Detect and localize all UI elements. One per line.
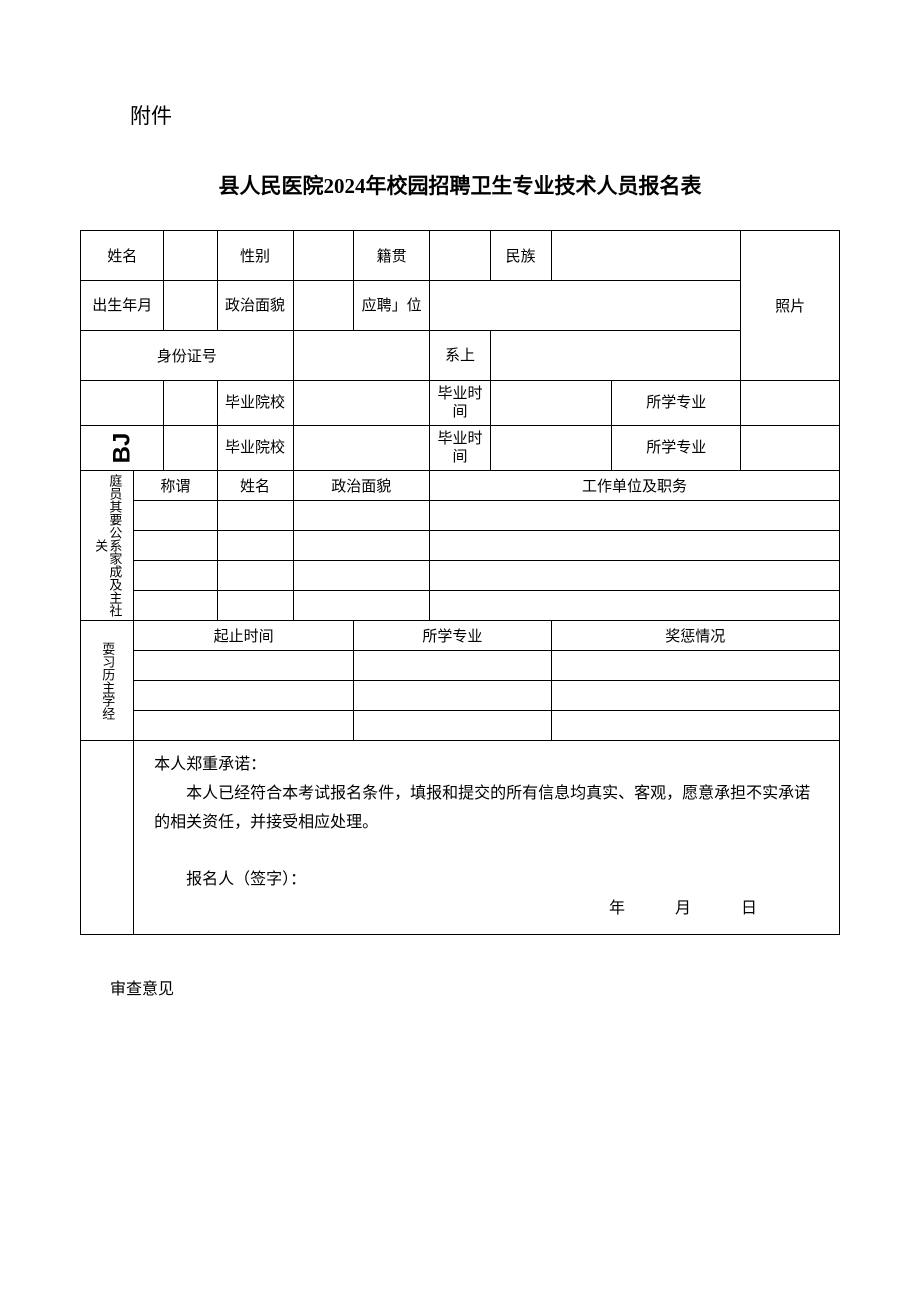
label-major2: 所学专业 [612,426,741,471]
study-row1-period[interactable] [134,651,354,681]
label-name: 姓名 [81,231,164,281]
family-row2-relation[interactable] [134,531,217,561]
input-applied-position[interactable] [430,281,741,331]
label-grad-school2: 毕业院校 [217,426,293,471]
pledge-title: 本人郑重承诺： [154,751,819,780]
study-row3-period[interactable] [134,711,354,741]
input-name[interactable] [164,231,217,281]
label-applied-position: 应聘」位 [354,281,430,331]
family-row1-political[interactable] [293,501,430,531]
pledge-content: 本人郑重承诺： 本人已经符合本考试报名条件，填报和提交的所有信息均真实、客观，愿… [134,741,840,935]
study-row1-major[interactable] [354,651,551,681]
family-row3-name[interactable] [217,561,293,591]
label-gender: 性别 [217,231,293,281]
family-row3-work[interactable] [430,561,840,591]
pledge-date: 年 月 日 [154,895,819,924]
family-row2-name[interactable] [217,531,293,561]
pledge-label-cell [81,741,134,935]
label-ethnicity: 民族 [490,231,551,281]
input-ethnicity[interactable] [551,231,741,281]
input-major2[interactable] [741,426,840,471]
page-title: 县人民医院2024年校园招聘卫生专业技术人员报名表 [80,170,840,200]
label-family-political: 政治面貌 [293,471,430,501]
family-row4-work[interactable] [430,591,840,621]
label-relation: 称谓 [134,471,217,501]
study-row2-major[interactable] [354,681,551,711]
family-row3-political[interactable] [293,561,430,591]
study-row2-awards[interactable] [551,681,839,711]
family-row4-name[interactable] [217,591,293,621]
family-row2-political[interactable] [293,531,430,561]
pledge-body: 本人已经符合本考试报名条件，填报和提交的所有信息均真实、客观，愿意承担不实承诺的… [154,780,819,838]
study-row1-awards[interactable] [551,651,839,681]
input-grad-time2[interactable] [490,426,611,471]
label-work-unit: 工作单位及职务 [430,471,840,501]
family-row1-name[interactable] [217,501,293,531]
label-family-name: 姓名 [217,471,293,501]
study-row2-period[interactable] [134,681,354,711]
input-grad-school1[interactable] [293,381,430,426]
input-gender[interactable] [293,231,354,281]
label-contact: 系上 [430,331,491,381]
input-native-place[interactable] [430,231,491,281]
label-native-place: 籍贯 [354,231,430,281]
label-grad-school1: 毕业院校 [217,381,293,426]
study-row3-awards[interactable] [551,711,839,741]
label-birth-date: 出生年月 [81,281,164,331]
input-degree2[interactable] [164,426,217,471]
registration-form-table: 姓名 性别 籍贯 民族 照片 出生年月 政治面貌 应聘」位 身份证号 系上 毕业… [80,230,840,935]
input-degree1[interactable] [164,381,217,426]
label-id-number: 身份证号 [81,331,294,381]
input-political-status[interactable] [293,281,354,331]
study-row3-major[interactable] [354,711,551,741]
family-section-label: 庭员其要公系家成及主社关 [81,471,134,621]
input-grad-school2[interactable] [293,426,430,471]
label-grad-time1: 毕业时间 [430,381,491,426]
family-row2-work[interactable] [430,531,840,561]
family-row1-work[interactable] [430,501,840,531]
input-birth-date[interactable] [164,281,217,331]
input-major1[interactable] [741,381,840,426]
attachment-label: 附件 [130,100,840,130]
photo-cell[interactable]: 照片 [741,231,840,381]
blank-cell [81,381,164,426]
study-section-label: 耍习历主学经 [81,621,134,741]
input-id-number[interactable] [293,331,430,381]
label-awards: 奖惩情况 [551,621,839,651]
rotated-b-cell: BJ [81,426,164,471]
label-major1: 所学专业 [612,381,741,426]
family-row4-political[interactable] [293,591,430,621]
family-row1-relation[interactable] [134,501,217,531]
input-contact[interactable] [490,331,740,381]
family-row4-relation[interactable] [134,591,217,621]
review-opinion-label: 审查意见 [110,975,840,999]
pledge-signer: 报名人（签字）： [154,866,819,895]
label-grad-time2: 毕业时间 [430,426,491,471]
input-grad-time1[interactable] [490,381,611,426]
label-period: 起止时间 [134,621,354,651]
family-row3-relation[interactable] [134,561,217,591]
label-political-status: 政治面貌 [217,281,293,331]
label-study-major: 所学专业 [354,621,551,651]
